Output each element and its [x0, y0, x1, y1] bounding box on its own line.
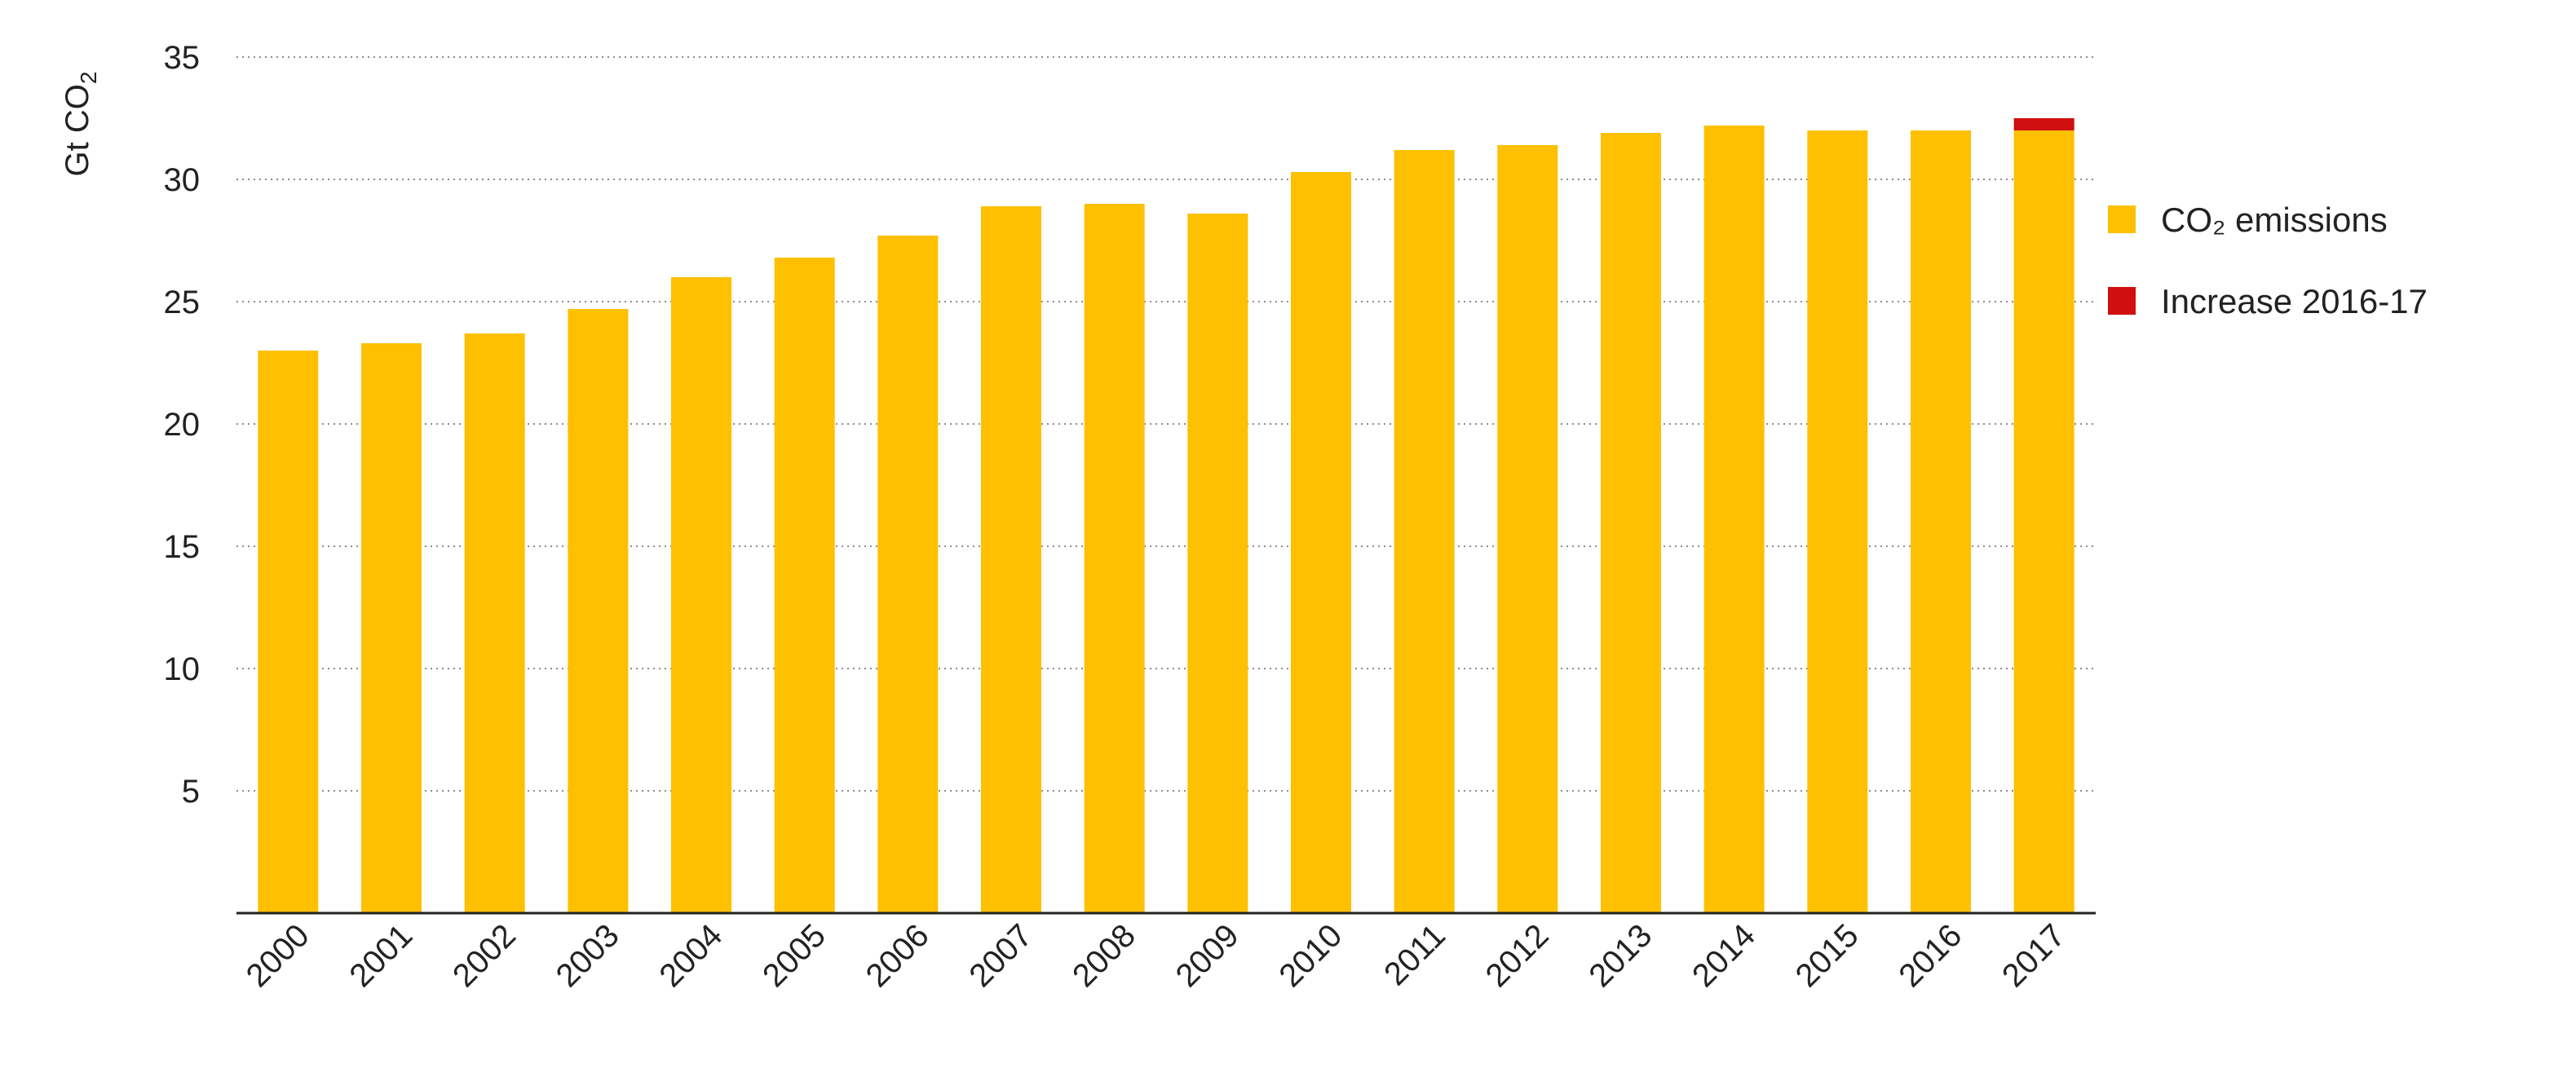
x-tick-labels: 2000 2001 2002 2003 2004 2005 2006 2007 2008 2009…	[240, 917, 2072, 994]
x-tick-label: 2016	[1892, 917, 1968, 994]
x-tick-label: 2012	[1479, 917, 1556, 994]
bar-emissions-2010	[1291, 172, 1351, 913]
x-tick-label: 2010	[1272, 917, 1349, 994]
x-tick-label: 2006	[859, 917, 936, 994]
y-tick-label: 30	[164, 162, 201, 198]
x-tick-label: 2001	[342, 917, 419, 994]
x-tick-label: 2011	[1377, 917, 1452, 992]
legend: CO₂ emissions Increase 2016-17	[2108, 201, 2428, 320]
bar-emissions-2012	[1497, 145, 1558, 913]
bar-emissions-2005	[774, 258, 835, 913]
y-axis-label: Gt CO2	[60, 72, 101, 177]
bar-emissions-2009	[1187, 214, 1248, 913]
y-tick-label: 25	[164, 285, 201, 320]
bar-emissions-2014	[1703, 126, 1765, 913]
x-tick-label: 2005	[756, 917, 833, 994]
x-tick-label: 2008	[1066, 917, 1142, 994]
bar-emissions-2013	[1601, 133, 1661, 913]
y-tick-label: 10	[164, 651, 201, 687]
y-tick-label: 35	[164, 40, 201, 76]
bar-emissions-2016	[1911, 130, 1971, 913]
bar-emissions-2002	[464, 333, 525, 913]
bar-emissions-2001	[361, 343, 422, 913]
x-tick-label: 2003	[550, 917, 626, 994]
x-tick-label: 2015	[1789, 917, 1866, 994]
y-tick-labels: 5 10 15 20 25 30 35	[164, 40, 201, 810]
x-tick-label: 2009	[1169, 917, 1246, 994]
x-tick-label: 2014	[1686, 917, 1762, 994]
x-tick-label: 2002	[446, 917, 523, 994]
y-axis-label-subscript: 2	[76, 72, 101, 85]
y-tick-label: 20	[164, 407, 201, 443]
bar-emissions-2006	[877, 236, 939, 913]
legend-label: Increase 2016-17	[2161, 282, 2428, 320]
grid	[236, 56, 2096, 792]
legend-swatch	[2108, 205, 2136, 233]
x-tick-label: 2007	[962, 917, 1039, 994]
x-tick-label: 2013	[1582, 917, 1659, 994]
y-tick-label: 5	[182, 774, 200, 810]
bar-emissions-2007	[981, 206, 1041, 913]
x-tick-label: 2004	[652, 917, 729, 994]
bar-emissions-2004	[671, 277, 731, 913]
bar-emissions-2011	[1394, 150, 1455, 913]
bars	[258, 118, 2074, 913]
y-tick-label: 15	[164, 529, 201, 565]
bar-emissions-2000	[258, 351, 319, 913]
y-axis-label-main: Gt CO	[60, 84, 95, 176]
bar-emissions-2008	[1084, 204, 1145, 913]
bar-increase-2017	[2013, 118, 2074, 130]
bar-emissions-2015	[1807, 130, 1868, 913]
bar-emissions-2003	[568, 309, 629, 913]
legend-label: CO₂ emissions	[2161, 201, 2388, 239]
x-tick-label: 2017	[1995, 917, 2072, 994]
x-tick-label: 2000	[240, 917, 316, 994]
bar-emissions-2017	[2013, 130, 2074, 913]
legend-swatch	[2108, 287, 2136, 315]
